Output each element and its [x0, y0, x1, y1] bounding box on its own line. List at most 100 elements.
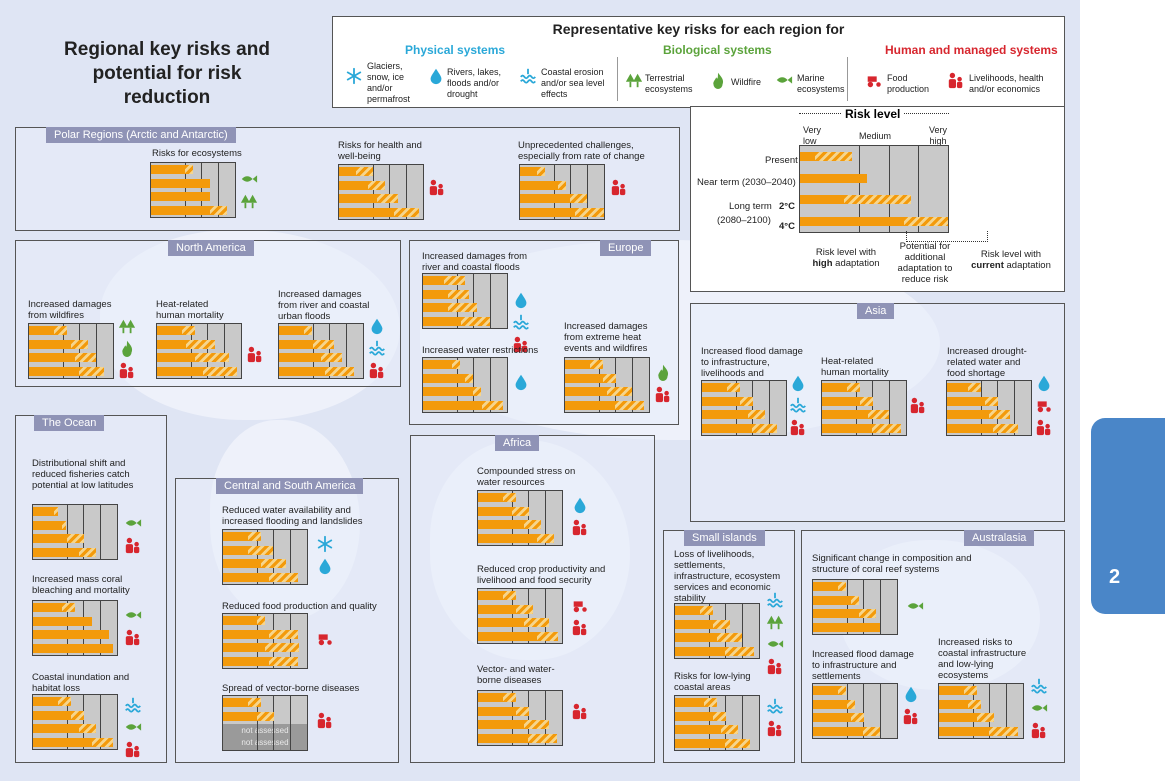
- csa-risk-3-icons: [316, 711, 334, 729]
- risk-bar-high-adaptation: [151, 206, 210, 215]
- water-drop-icon: [319, 558, 331, 575]
- fish-icon: [907, 602, 924, 610]
- polar-risk-3-label: Unprecedented challenges, especially fro…: [518, 140, 645, 162]
- people-icon: [125, 741, 140, 758]
- risk-bar-high-adaptation: [33, 738, 92, 747]
- risk-very-high-label: Very high: [928, 125, 947, 146]
- africa-risk-2-icons: [571, 596, 589, 636]
- risk-bar-high-adaptation: [478, 507, 512, 516]
- ocean-risk-3-icons: [124, 696, 142, 758]
- chart-gridline: [96, 324, 97, 378]
- risk-bar-high-adaptation: [151, 165, 185, 174]
- risk-bar-adaptation-potential: [461, 317, 490, 326]
- risk-bar-high-adaptation: [223, 698, 248, 707]
- people-icon: [317, 712, 332, 729]
- risk-bar-high-adaptation: [223, 616, 257, 625]
- chart-gridline: [863, 684, 864, 738]
- risk-bar-high-adaptation: [813, 700, 847, 709]
- legend-divider-1: [617, 57, 618, 101]
- risk-bar-adaptation-potential: [325, 367, 354, 376]
- wildfire-icon: [122, 340, 133, 357]
- risk-bar-adaptation-potential: [313, 340, 334, 349]
- risk-bar-high-adaptation: [565, 387, 607, 396]
- risk-bar-high-adaptation: [813, 582, 838, 591]
- risk-bar-adaptation-potential: [904, 217, 948, 226]
- tree-icon: [240, 194, 258, 209]
- chart-gridline: [512, 691, 513, 745]
- risk-bar-adaptation-potential: [868, 410, 889, 419]
- ocean-risk-1-label: Distributional shift and reduced fisheri…: [32, 458, 134, 491]
- risk-bar-high-adaptation: [478, 618, 524, 627]
- risk-bar-adaptation-potential: [725, 647, 754, 656]
- africa-risk-3-label: Vector- and water-borne diseases: [477, 664, 555, 686]
- aus-risk-1-chart: [812, 579, 898, 635]
- chart-gridline: [83, 695, 84, 749]
- risk-bar-adaptation-potential: [851, 596, 859, 605]
- people-icon: [611, 179, 626, 196]
- csa-risk-3-label: Spread of vector-borne diseases: [222, 683, 360, 694]
- water-drop-icon: [1038, 375, 1050, 392]
- csa-not-assessed-area: [223, 724, 307, 750]
- risk-bar-high-adaptation: [478, 605, 516, 614]
- csa-risk-1-icons: [316, 535, 334, 575]
- risk-level-legend: Risk level Very low Medium Very high Pre…: [690, 106, 1065, 292]
- risk-bar-adaptation-potential: [558, 181, 566, 190]
- risk-bar-high-adaptation: [29, 367, 79, 376]
- chart-gridline: [880, 580, 881, 634]
- coastal-icon: [767, 592, 783, 608]
- chart-gridline: [1014, 381, 1015, 435]
- na-risk-2-label: Heat-related human mortality: [156, 299, 224, 321]
- risk-bar-high-adaptation: [478, 734, 528, 743]
- risk-bar-high-adaptation: [947, 410, 989, 419]
- risk-bar-adaptation-potential: [713, 620, 730, 629]
- aus-risk-1-icons: [906, 597, 924, 615]
- risk-bar-high-adaptation: [478, 591, 503, 600]
- chart-gridline: [742, 696, 743, 750]
- chart-gridline: [632, 358, 633, 412]
- risk-4c-label: 4°C: [779, 221, 795, 232]
- risk-bar-adaptation-potential: [368, 181, 385, 190]
- africa-risk-2-label: Reduced crop productivity and livelihood…: [477, 564, 606, 586]
- legend-glaciers-label: Glaciers, snow, ice and/or permafrost: [367, 61, 411, 104]
- people-icon: [767, 720, 782, 737]
- risk-bar-high-adaptation: [947, 397, 985, 406]
- chart-gridline: [512, 491, 513, 545]
- chart-gridline: [545, 691, 546, 745]
- people-icon: [790, 419, 805, 436]
- chart-gridline: [207, 324, 208, 378]
- chart-gridline: [273, 530, 274, 584]
- tree-icon: [766, 615, 784, 630]
- fish-icon: [767, 640, 784, 648]
- risk-bar-adaptation-potential: [54, 326, 67, 335]
- europe-risk-2-icons: [512, 373, 530, 391]
- aus-risk-3-icons: [1030, 677, 1048, 739]
- risk-bar-high-adaptation: [520, 208, 575, 217]
- risk-bar-high-adaptation: [29, 326, 54, 335]
- africa-risk-1-chart: [477, 490, 563, 546]
- risk-bar-high-adaptation: [520, 167, 537, 176]
- people-icon: [903, 708, 918, 725]
- people-icon: [119, 362, 134, 379]
- people-icon: [247, 346, 262, 363]
- tractor-icon: [318, 634, 332, 646]
- chart-gridline: [587, 165, 588, 219]
- tractor-icon: [865, 71, 883, 89]
- chapter-tab[interactable]: 2: [1091, 418, 1165, 614]
- risk-bar-adaptation-potential: [838, 686, 846, 695]
- people-icon: [767, 658, 782, 675]
- risk-bar-high-adaptation: [800, 174, 867, 183]
- people-icon: [910, 397, 925, 414]
- risk-bar-adaptation-potential: [524, 720, 549, 729]
- region-europe-tab: Europe: [600, 240, 652, 256]
- risk-bar-high-adaptation: [33, 644, 113, 653]
- na-risk-1-chart: [28, 323, 114, 379]
- region-islands-tab: Small islands: [684, 530, 765, 546]
- risk-bar-adaptation-potential: [62, 603, 75, 612]
- region-australasia: Australasia Significant change in compos…: [801, 530, 1065, 763]
- fish-icon: [1031, 704, 1048, 712]
- risk-bar-high-adaptation: [151, 192, 210, 201]
- tree-icon: [118, 319, 136, 334]
- risk-bar-adaptation-potential: [575, 208, 604, 217]
- risk-bar-adaptation-potential: [700, 606, 713, 615]
- risk-bar-adaptation-potential: [203, 367, 237, 376]
